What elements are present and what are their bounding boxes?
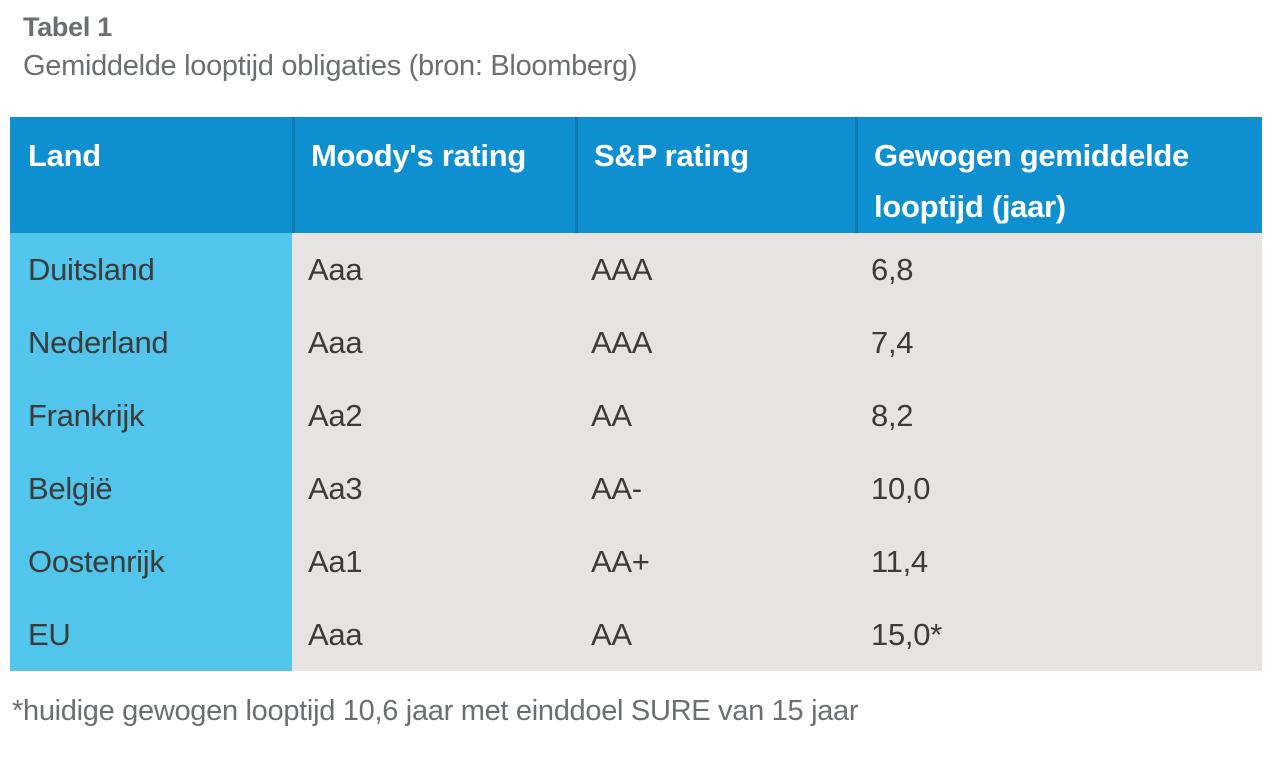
table-row: Nederland Aaa AAA 7,4 [10, 306, 1262, 379]
cell-moodys-rating: Aaa [292, 306, 575, 379]
cell-moodys-rating: Aa3 [292, 452, 575, 525]
table-footnote: *huidige gewogen looptijd 10,6 jaar met … [12, 695, 859, 727]
ratings-table: Land Moody's rating S&P rating Gewogen g… [10, 117, 1262, 671]
cell-looptijd: 6,8 [855, 233, 1262, 306]
cell-land: Nederland [10, 306, 292, 379]
cell-sp-rating: AA [575, 379, 855, 452]
cell-land: België [10, 452, 292, 525]
cell-looptijd: 15,0* [855, 598, 1262, 671]
cell-sp-rating: AA- [575, 452, 855, 525]
column-header-moodys-rating: Moody's rating [292, 117, 575, 233]
cell-looptijd: 10,0 [855, 452, 1262, 525]
cell-sp-rating: AAA [575, 306, 855, 379]
cell-sp-rating: AAA [575, 233, 855, 306]
cell-sp-rating: AA [575, 598, 855, 671]
cell-moodys-rating: Aaa [292, 598, 575, 671]
table-row: Oostenrijk Aa1 AA+ 11,4 [10, 525, 1262, 598]
table-header-row: Land Moody's rating S&P rating Gewogen g… [10, 117, 1262, 233]
cell-land: EU [10, 598, 292, 671]
cell-moodys-rating: Aa1 [292, 525, 575, 598]
column-header-looptijd: Gewogen gemiddelde looptijd (jaar) [855, 117, 1262, 233]
table-row: België Aa3 AA- 10,0 [10, 452, 1262, 525]
cell-looptijd: 8,2 [855, 379, 1262, 452]
cell-land: Duitsland [10, 233, 292, 306]
cell-land: Frankrijk [10, 379, 292, 452]
column-header-land: Land [28, 138, 101, 173]
cell-sp-rating: AA+ [575, 525, 855, 598]
table-row: Frankrijk Aa2 AA 8,2 [10, 379, 1262, 452]
table-caption-number: Tabel 1 [23, 12, 112, 42]
cell-moodys-rating: Aa2 [292, 379, 575, 452]
table-row: EU Aaa AA 15,0* [10, 598, 1262, 671]
table-caption-title: Gemiddelde looptijd obligaties (bron: Bl… [23, 50, 638, 82]
column-header-sp-rating: S&P rating [575, 117, 855, 233]
cell-looptijd: 11,4 [855, 525, 1262, 598]
table-row: Duitsland Aaa AAA 6,8 [10, 233, 1262, 306]
cell-moodys-rating: Aaa [292, 233, 575, 306]
cell-looptijd: 7,4 [855, 306, 1262, 379]
cell-land: Oostenrijk [10, 525, 292, 598]
